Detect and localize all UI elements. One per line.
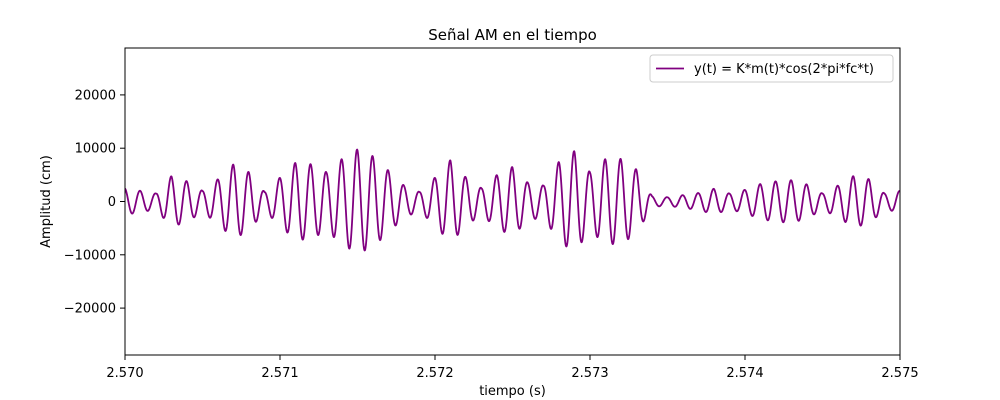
legend-box — [649, 54, 894, 83]
x-tick-label: 2.575 — [881, 366, 918, 381]
legend: y(t) = K*m(t)*cos(2*pi*fc*t) — [649, 54, 894, 83]
y-tick-label: 20000 — [75, 88, 116, 103]
x-axis-ticks: 2.570 2.571 2.572 2.573 2.574 2.575 — [106, 355, 919, 381]
x-tick-label: 2.570 — [106, 366, 143, 381]
y-tick-label: −10000 — [64, 248, 116, 263]
plot-area — [124, 47, 901, 356]
x-tick-label: 2.572 — [416, 366, 453, 381]
x-tick-label: 2.571 — [261, 366, 298, 381]
y-tick-label: 10000 — [75, 142, 116, 157]
chart-title: Señal AM en el tiempo — [428, 26, 597, 44]
x-tick-label: 2.574 — [726, 366, 763, 381]
series-line — [125, 148, 900, 252]
x-axis-label: tiempo (s) — [479, 384, 546, 399]
y-tick-label: −20000 — [64, 302, 116, 317]
legend-label: y(t) = K*m(t)*cos(2*pi*fc*t) — [694, 62, 874, 77]
y-axis-ticks: −20000 −10000 0 10000 20000 — [64, 88, 125, 317]
plot-frame — [124, 47, 901, 356]
y-axis-label: Amplitud (cm) — [39, 155, 54, 248]
y-tick-label: 0 — [108, 195, 116, 210]
x-tick-label: 2.573 — [571, 366, 608, 381]
